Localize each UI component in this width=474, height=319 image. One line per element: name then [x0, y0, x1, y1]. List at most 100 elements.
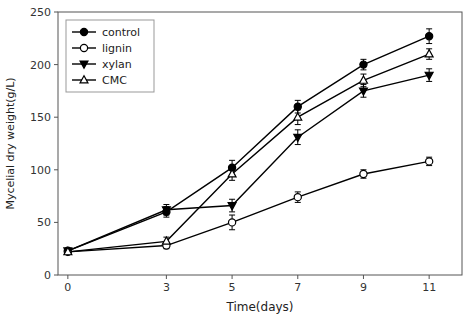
y-tick [54, 12, 58, 13]
series-marker [294, 134, 302, 141]
legend-marker [80, 61, 88, 68]
series-line [68, 161, 429, 251]
error-bar-cap [360, 86, 366, 87]
series-marker [360, 88, 368, 95]
error-bar-cap [426, 43, 432, 44]
x-tick-label: 9 [360, 281, 367, 294]
y-tick-label: 0 [44, 269, 51, 282]
y-axis-label: Mycelial dry weight(g/L) [4, 77, 17, 209]
series-marker [426, 158, 433, 165]
legend-label: control [102, 26, 140, 39]
error-bar-cap [360, 74, 366, 75]
legend: control lignin xylan CMC [66, 20, 154, 92]
legend-box [66, 20, 154, 92]
x-tick [363, 275, 364, 279]
legend-label: xylan [102, 58, 132, 71]
y-tick [54, 169, 58, 170]
error-bar-cap [229, 215, 235, 216]
error-bar-cap [426, 28, 432, 29]
series-marker [426, 33, 433, 40]
y-tick [54, 275, 58, 276]
y-tick-label: 100 [30, 164, 51, 177]
series-marker [64, 248, 72, 255]
series-marker [228, 219, 235, 226]
series-marker [425, 50, 433, 57]
legend-marker [80, 44, 87, 51]
error-bar [360, 85, 366, 98]
x-axis-label: Time(days) [225, 300, 293, 314]
error-bar-cap [229, 160, 235, 161]
error-bar-cap [229, 229, 235, 230]
error-bar [295, 130, 301, 145]
y-tick-label: 50 [37, 216, 51, 229]
error-bar [229, 199, 235, 212]
error-bar-cap [360, 59, 366, 60]
y-tick-label: 250 [30, 6, 51, 19]
series-marker [64, 247, 71, 254]
error-bar-cap [229, 211, 235, 212]
y-tick [54, 64, 58, 65]
error-bar [163, 205, 169, 216]
y-tick [54, 117, 58, 118]
series-marker [294, 113, 302, 120]
error-bar [295, 192, 301, 203]
x-tick-label: 5 [229, 281, 236, 294]
plot-area [58, 12, 462, 275]
error-bar-cap [163, 204, 169, 205]
y-tick-label: 150 [30, 111, 51, 124]
error-bar [295, 110, 301, 125]
series-line [68, 36, 429, 251]
error-bar [163, 207, 169, 218]
error-bar-cap [229, 180, 235, 181]
series-marker [64, 248, 72, 255]
error-bar-cap [229, 199, 235, 200]
y-tick-label: 200 [30, 59, 51, 72]
series-marker [162, 207, 170, 214]
legend-label: CMC [102, 74, 127, 87]
x-tick [67, 275, 68, 279]
series-marker [228, 203, 236, 210]
x-tick [232, 275, 233, 279]
series-marker [360, 76, 368, 83]
series-marker [228, 170, 236, 177]
legend-label: lignin [102, 42, 132, 55]
legend-marker [80, 28, 87, 35]
error-bar-cap [163, 217, 169, 218]
data-group [64, 29, 433, 256]
series-marker [425, 72, 433, 79]
series-marker [294, 194, 301, 201]
chart: 0 3 5 7 9 11 0 50 100 150 200 250 Time(days) Mycelial… [0, 0, 474, 319]
series-marker [162, 237, 170, 244]
error-bar [229, 215, 235, 230]
series-marker [294, 103, 301, 110]
legend-marker [80, 76, 88, 83]
error-bar-cap [295, 100, 301, 101]
error-bar-cap [295, 191, 301, 192]
x-tick-label: 0 [64, 281, 71, 294]
error-bar [426, 29, 432, 44]
y-tick [54, 222, 58, 223]
error-bar [360, 170, 366, 178]
x-tick [429, 275, 430, 279]
error-bar [426, 157, 432, 165]
x-tick [166, 275, 167, 279]
series-marker [64, 248, 71, 255]
series-line [68, 54, 429, 252]
plot-frame [58, 12, 462, 275]
error-bar-cap [295, 129, 301, 130]
error-bar [426, 69, 432, 82]
error-bar [163, 237, 169, 245]
error-bar-cap [426, 59, 432, 60]
error-bar [360, 74, 366, 87]
series-line [68, 75, 429, 251]
x-tick-label: 7 [294, 281, 301, 294]
error-bar-cap [295, 144, 301, 145]
x-tick-label: 3 [163, 281, 170, 294]
error-bar [426, 49, 432, 60]
error-bar-cap [360, 97, 366, 98]
error-bar-cap [295, 124, 301, 125]
x-tick-label: 11 [422, 281, 436, 294]
series-marker [360, 170, 367, 177]
error-bar [360, 59, 366, 70]
x-tick [297, 275, 298, 279]
